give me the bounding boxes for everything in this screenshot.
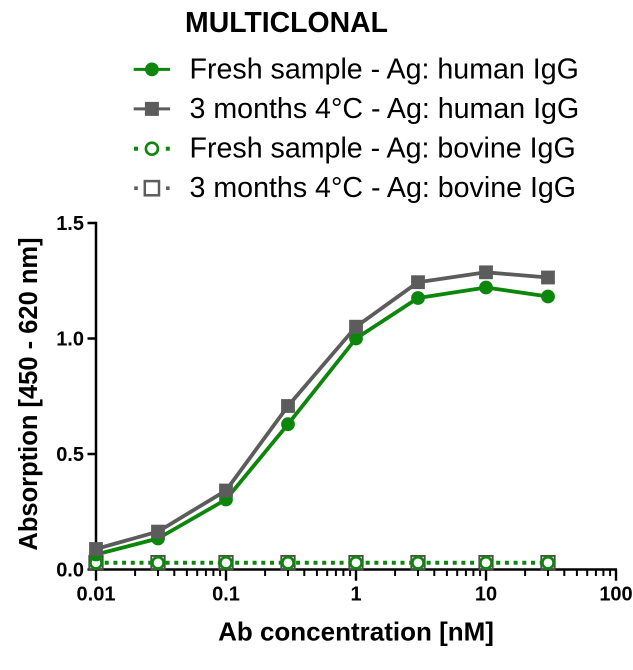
svg-text:3 months 4°C - Ag: bovine IgG: 3 months 4°C - Ag: bovine IgG [190,172,577,204]
svg-text:0.1: 0.1 [212,584,240,606]
svg-text:0.01: 0.01 [77,584,116,606]
svg-text:Absorption [450 - 620 nm]: Absorption [450 - 620 nm] [15,237,43,550]
svg-text:Fresh sample - Ag: human IgG: Fresh sample - Ag: human IgG [190,53,579,85]
svg-text:100: 100 [599,584,632,606]
svg-text:1.5: 1.5 [56,213,84,235]
svg-text:10: 10 [475,584,497,606]
svg-text:Ab concentration [nM]: Ab concentration [nM] [218,617,494,647]
svg-text:0.5: 0.5 [56,444,84,466]
svg-text:1: 1 [350,584,361,606]
svg-text:Fresh sample - Ag: bovine IgG: Fresh sample - Ag: bovine IgG [190,133,576,165]
svg-text:MULTICLONAL: MULTICLONAL [185,7,388,39]
svg-text:1.0: 1.0 [56,328,84,350]
svg-text:0.0: 0.0 [56,559,84,581]
svg-text:3 months 4°C - Ag: human IgG: 3 months 4°C - Ag: human IgG [190,93,580,125]
